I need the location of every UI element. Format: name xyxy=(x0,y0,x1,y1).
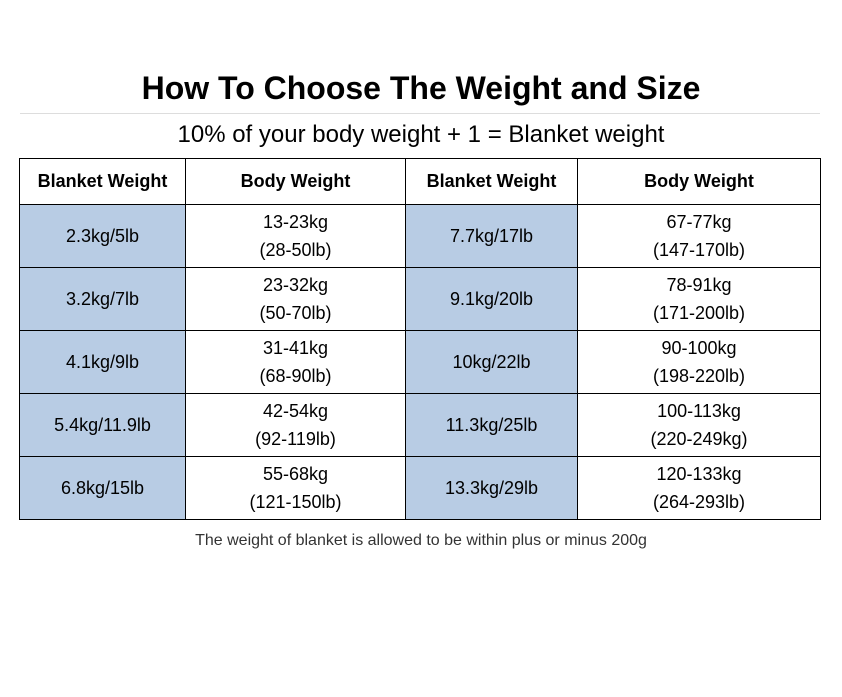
body-weight-cell: 31-41kg (68-90lb) xyxy=(185,330,406,394)
cell-line: 67-77kg xyxy=(666,212,732,232)
blanket-weight-cell: 11.3kg/25lb xyxy=(405,393,578,457)
body-weight-cell: 90-100kg (198-220lb) xyxy=(577,330,821,394)
blanket-weight-cell: 9.1kg/20lb xyxy=(405,267,578,331)
cell-line: 120-133kg xyxy=(656,464,742,484)
body-weight-cell: 120-133kg (264-293lb) xyxy=(577,456,821,520)
body-weight-cell: 67-77kg (147-170lb) xyxy=(577,204,821,268)
cell-line: 55-68kg xyxy=(262,464,329,484)
body-weight-cell: 100-113kg (220-249kg) xyxy=(577,393,821,457)
body-weight-cell: 13-23kg (28-50lb) xyxy=(185,204,406,268)
body-weight-cell: 78-91kg (171-200lb) xyxy=(577,267,821,331)
cell-line: (92-119lb) xyxy=(255,429,336,449)
blanket-weight-cell: 10kg/22lb xyxy=(405,330,578,394)
body-weight-cell: 55-68kg (121-150lb) xyxy=(185,456,406,520)
column-header: Body Weight xyxy=(185,158,406,205)
table-row: 2.3kg/5lb 13-23kg (28-50lb) 7.7kg/17lb 67-77… xyxy=(19,204,821,268)
blanket-weight-cell: 3.2kg/7lb xyxy=(19,267,186,331)
cell-line: (220-249kg) xyxy=(650,429,748,449)
footnote: The weight of blanket is allowed to be w… xyxy=(195,532,647,549)
blanket-weight-cell: 4.1kg/9lb xyxy=(19,330,186,394)
title: How To Choose The Weight and Size xyxy=(141,70,701,106)
table-body: 2.3kg/5lb 13-23kg (28-50lb) 7.7kg/17lb 67-77… xyxy=(19,204,821,520)
cell-line: 42-54kg xyxy=(262,401,329,421)
table-row: 4.1kg/9lb 31-41kg (68-90lb) 10kg/22lb 90-100… xyxy=(19,330,821,394)
divider xyxy=(20,113,820,114)
blanket-weight-cell: 5.4kg/11.9lb xyxy=(19,393,186,457)
subtitle: 10% of your body weight + 1 = Blanket we… xyxy=(177,121,665,148)
column-header: Body Weight xyxy=(577,158,821,205)
header-row: Blanket Weight Body Weight Blanket Weight B… xyxy=(19,158,821,205)
cell-line: 31-41kg xyxy=(262,338,329,358)
cell-line: (171-200lb) xyxy=(652,303,746,323)
cell-line: (68-90lb) xyxy=(259,366,332,386)
cell-line: 90-100kg xyxy=(661,338,737,358)
table-row: 5.4kg/11.9lb 42-54kg (92-119lb) 11.3kg/25lb… xyxy=(19,393,821,457)
blanket-weight-cell: 6.8kg/15lb xyxy=(19,456,186,520)
cell-line: (121-150lb) xyxy=(249,492,342,512)
cell-line: 78-91kg xyxy=(666,275,732,295)
column-header: Blanket Weight xyxy=(19,158,186,205)
cell-line: (264-293lb) xyxy=(652,492,746,512)
cell-line: 100-113kg xyxy=(657,401,741,421)
size-table: Blanket Weight Body Weight Blanket Weight B… xyxy=(19,158,821,520)
table-row: 3.2kg/7lb 23-32kg (50-70lb) 9.1kg/20lb 78-91… xyxy=(19,267,821,331)
body-weight-cell: 42-54kg (92-119lb) xyxy=(185,393,406,457)
blanket-weight-cell: 7.7kg/17lb xyxy=(405,204,578,268)
table-row: 6.8kg/15lb 55-68kg (121-150lb) 13.3kg/29lb 1… xyxy=(19,456,821,520)
cell-line: 23-32kg xyxy=(262,275,329,295)
column-header: Blanket Weight xyxy=(405,158,578,205)
blanket-weight-cell: 13.3kg/29lb xyxy=(405,456,578,520)
cell-line: (50-70lb) xyxy=(259,303,332,323)
cell-line: (28-50lb) xyxy=(259,240,332,260)
cell-line: 13-23kg xyxy=(262,212,329,232)
cell-line: (147-170lb) xyxy=(652,240,746,260)
cell-line: (198-220lb) xyxy=(652,366,746,386)
blanket-weight-cell: 2.3kg/5lb xyxy=(19,204,186,268)
body-weight-cell: 23-32kg (50-70lb) xyxy=(185,267,406,331)
